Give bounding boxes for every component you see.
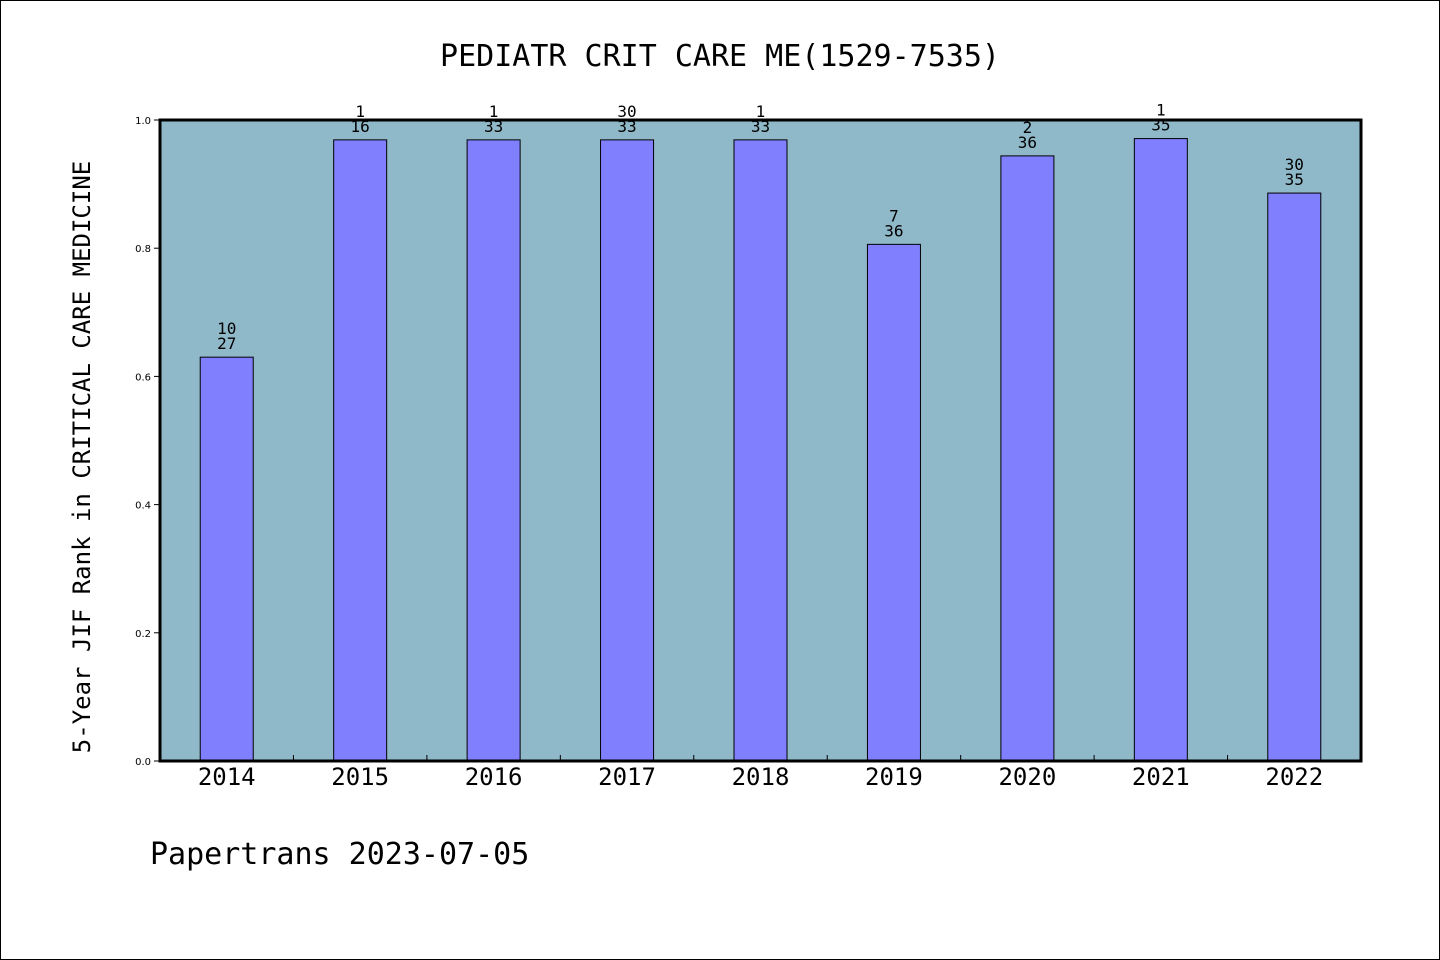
bar-2018 — [733, 139, 788, 762]
x-tick-label-2017: 2017 — [598, 763, 656, 791]
y-tick-label: 0.4 — [135, 501, 151, 512]
rank-label-2014: 10 — [217, 319, 236, 338]
x-tick-label-2014: 2014 — [198, 763, 256, 791]
x-tick-label-2019: 2019 — [865, 763, 923, 791]
rank-label-2020: 2 — [1023, 118, 1033, 137]
rank-label-2022: 30 — [1285, 155, 1304, 174]
bar-2017 — [600, 139, 655, 762]
rank-label-2017: 30 — [617, 102, 636, 121]
plot-border — [158, 118, 1363, 763]
x-tick-label-2015: 2015 — [331, 763, 389, 791]
x-tick-label-2016: 2016 — [465, 763, 523, 791]
x-tick-label-2018: 2018 — [732, 763, 790, 791]
total-label-2015: 16 — [351, 117, 370, 136]
chart-title: PEDIATR CRIT CARE ME(1529-7535) — [440, 39, 1000, 74]
rank-label-2021: 1 — [1156, 101, 1166, 120]
x-tick-label-2021: 2021 — [1132, 763, 1190, 791]
y-tick-label: 0.8 — [135, 244, 151, 255]
footer-credit: Papertrans 2023-07-05 — [150, 837, 529, 872]
total-label-2019: 36 — [884, 221, 903, 240]
y-tick-label: 0.0 — [135, 757, 151, 768]
y-tick-label: 1.0 — [135, 116, 151, 127]
x-tick-label-2020: 2020 — [998, 763, 1056, 791]
bar-2015 — [333, 139, 388, 762]
bar-2022 — [1267, 192, 1322, 762]
x-axis-ticks: 2014 2015 2016 2017 2018 2019 2020 2021 2022 — [198, 755, 1323, 791]
total-label-2022: 35 — [1285, 170, 1304, 189]
total-label-2017: 33 — [617, 117, 636, 136]
y-tick-label: 0.6 — [135, 372, 151, 383]
rank-label-2015: 1 — [355, 102, 365, 121]
bar-2020 — [1000, 155, 1055, 762]
total-label-2021: 35 — [1151, 116, 1170, 135]
y-axis-ticks: 0.0 0.2 0.4 0.6 0.8 1.0 — [135, 116, 160, 768]
total-label-2016: 33 — [484, 117, 503, 136]
bar-2019 — [866, 243, 921, 762]
rank-label-2019: 7 — [889, 206, 899, 225]
bar-2016 — [466, 139, 521, 762]
total-label-2018: 33 — [751, 117, 770, 136]
y-tick-label: 0.2 — [135, 629, 151, 640]
x-tick-label-2022: 2022 — [1265, 763, 1323, 791]
bar-2021 — [1133, 138, 1188, 762]
rank-label-2018: 1 — [756, 102, 766, 121]
bar-2014 — [199, 356, 254, 762]
rank-label-2016: 1 — [489, 102, 499, 121]
y-axis-label: 5-Year JIF Rank in CRITICAL CARE MEDICIN… — [68, 161, 96, 753]
total-label-2020: 36 — [1018, 133, 1037, 152]
total-label-2014: 27 — [217, 334, 236, 353]
